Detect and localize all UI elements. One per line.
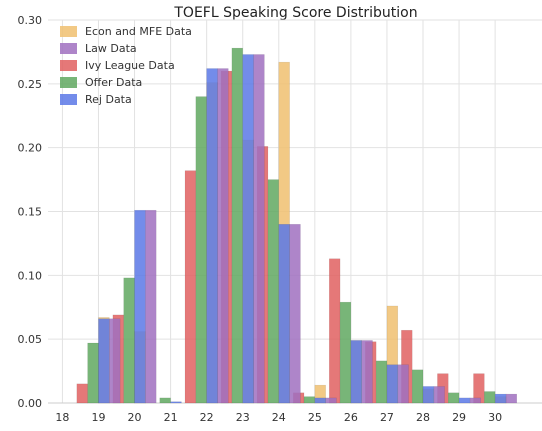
y-tick-label: 0.05 [18,333,43,346]
bar-offer-data-19 [87,342,99,404]
bar-law-data-20 [145,209,157,404]
x-tick-label: 27 [380,411,394,424]
x-tick-label: 19 [91,411,105,424]
legend-item: Econ and MFE Data [60,25,192,38]
legend-swatch [60,60,77,71]
bar-offer-data-25 [303,396,316,404]
bar-law-data-27 [397,364,409,404]
bar-rej-data-27 [386,364,399,404]
bar-law-data-23 [253,54,265,404]
x-tick-label: 25 [308,411,322,424]
bar-law-data-26 [361,340,373,404]
bar-rej-data-21 [170,401,182,404]
legend-label: Offer Data [85,76,142,89]
bar-rej-data-30 [494,393,507,404]
bar-rej-data-23 [242,54,254,404]
x-tick-label: 21 [164,411,178,424]
x-tick-label: 24 [272,411,286,424]
bar-offer-data-20 [123,277,135,404]
x-tick-label: 30 [488,411,502,424]
bar-rej-data-28 [422,386,435,404]
bar-offer-data-29 [447,392,460,404]
bar-offer-data-24 [267,179,280,404]
legend-swatch [60,94,77,105]
bar-rej-data-24 [278,224,290,404]
bar-ivy-league-data-26 [329,258,341,404]
legend: Econ and MFE Data Law Data Ivy League Data… [60,25,192,106]
legend-swatch [60,43,77,54]
x-tick-label: 28 [416,411,430,424]
bar-law-data-24 [289,224,301,404]
bar-ivy-league-data-19 [76,383,88,404]
chart-title: TOEFL Speaking Score Distribution [173,5,417,21]
legend-item: Rej Data [60,93,132,106]
bar-offer-data-21 [159,397,171,404]
legend-item: Law Data [60,42,137,55]
bar-rej-data-26 [350,340,362,404]
x-tick-label: 23 [236,411,250,424]
bar-offer-data-27 [375,360,388,404]
bar-offer-data-30 [484,391,496,404]
bar-law-data-30 [505,393,518,404]
legend-label: Law Data [85,42,137,55]
bar-offer-data-28 [411,369,424,404]
legend-label: Rej Data [85,93,132,106]
x-tick-label: 20 [128,411,142,424]
bar-offer-data-22 [195,96,207,404]
bar-offer-data-23 [231,47,243,404]
bar-rej-data-20 [134,209,146,404]
bar-rej-data-22 [206,68,218,404]
x-tick-label: 26 [344,411,358,424]
bar-ivy-league-data-22 [184,170,197,404]
legend-swatch [60,26,77,37]
bar-rej-data-29 [458,397,471,404]
y-axis: 0.00 0.05 0.10 0.15 0.20 0.25 0.30 [18,14,43,410]
bar-rej-data-19 [98,318,110,404]
y-tick-label: 0.10 [18,269,43,282]
legend-item: Offer Data [60,76,142,89]
legend-label: Econ and MFE Data [85,25,192,38]
y-tick-label: 0.25 [18,78,43,91]
bar-law-data-22 [217,68,229,404]
legend-swatch [60,77,77,88]
y-tick-label: 0.20 [18,142,43,155]
bar-law-data-28 [433,386,445,404]
bar-law-data-19 [109,318,121,404]
x-axis: 18 19 20 21 22 23 24 25 26 27 28 29 30 [55,411,502,424]
y-tick-label: 0.00 [18,397,43,410]
legend-label: Ivy League Data [85,59,175,72]
y-tick-label: 0.15 [18,206,43,219]
bar-offer-data-26 [339,301,352,404]
x-tick-label: 29 [452,411,466,424]
x-tick-label: 18 [55,411,69,424]
bar-law-data-25 [325,397,337,404]
y-tick-label: 0.30 [18,14,43,27]
bar-rej-data-25 [314,397,326,404]
bars [76,47,518,404]
bar-law-data-29 [469,397,481,404]
legend-item: Ivy League Data [60,59,175,72]
x-tick-label: 22 [200,411,214,424]
